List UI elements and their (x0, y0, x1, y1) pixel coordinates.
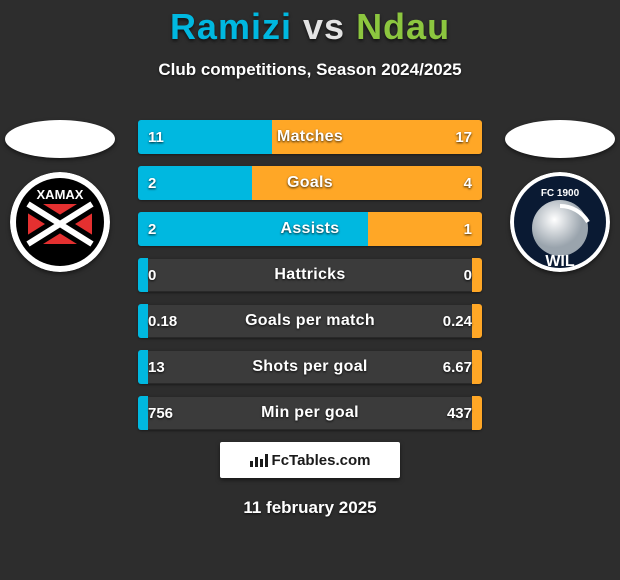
stat-value-left: 0 (138, 258, 166, 292)
stat-value-right: 437 (437, 396, 482, 430)
subtitle: Club competitions, Season 2024/2025 (0, 60, 620, 80)
svg-text:WIL: WIL (545, 253, 575, 270)
bar-chart-icon (250, 453, 268, 467)
stat-row: Matches11 17 (138, 120, 482, 154)
stat-label: Shots per goal (138, 350, 482, 384)
right-country-flag (505, 120, 615, 158)
brand-text: FcTables.com (272, 452, 371, 469)
fc-wil-logo: FC 1900 WIL (510, 172, 610, 272)
stat-row: Goals per match0.18 0.24 (138, 304, 482, 338)
stat-value-left: 756 (138, 396, 183, 430)
stat-value-right: 1 (454, 212, 482, 246)
stat-bars: Matches1117Goals24Assists21Hattricks00Go… (138, 120, 482, 442)
player1-name: Ramizi (170, 6, 292, 47)
stat-row: Min per goal756 437 (138, 396, 482, 430)
left-logo-column: XAMAX (0, 120, 120, 272)
stat-value-right: 4 (454, 166, 482, 200)
svg-text:FC 1900: FC 1900 (541, 188, 580, 199)
stat-row: Goals2 4 (138, 166, 482, 200)
stat-row: Hattricks0 0 (138, 258, 482, 292)
left-country-flag (5, 120, 115, 158)
stat-row: Shots per goal13 6.67 (138, 350, 482, 384)
stat-row: Assists2 1 (138, 212, 482, 246)
stat-label: Matches (138, 120, 482, 154)
date-text: 11 february 2025 (0, 498, 620, 518)
vs-text: vs (303, 6, 345, 47)
stat-value-right: 6.67 (433, 350, 482, 384)
comparison-title: Ramizi vs Ndau (0, 0, 620, 48)
stat-label: Goals (138, 166, 482, 200)
player2-name: Ndau (356, 6, 450, 47)
stat-value-right: 17 (445, 120, 482, 154)
stat-value-right: 0.24 (433, 304, 482, 338)
stat-value-left: 2 (138, 212, 166, 246)
stat-value-left: 0.18 (138, 304, 187, 338)
stat-value-right: 0 (454, 258, 482, 292)
stat-label: Assists (138, 212, 482, 246)
fctables-brand: FcTables.com (220, 442, 400, 478)
stat-value-left: 13 (138, 350, 175, 384)
xamax-logo: XAMAX (10, 172, 110, 272)
stat-label: Min per goal (138, 396, 482, 430)
stat-label: Goals per match (138, 304, 482, 338)
stat-value-left: 2 (138, 166, 166, 200)
right-logo-column: FC 1900 WIL (500, 120, 620, 272)
svg-text:XAMAX: XAMAX (37, 187, 84, 202)
stat-value-left: 11 (138, 120, 174, 154)
stat-label: Hattricks (138, 258, 482, 292)
